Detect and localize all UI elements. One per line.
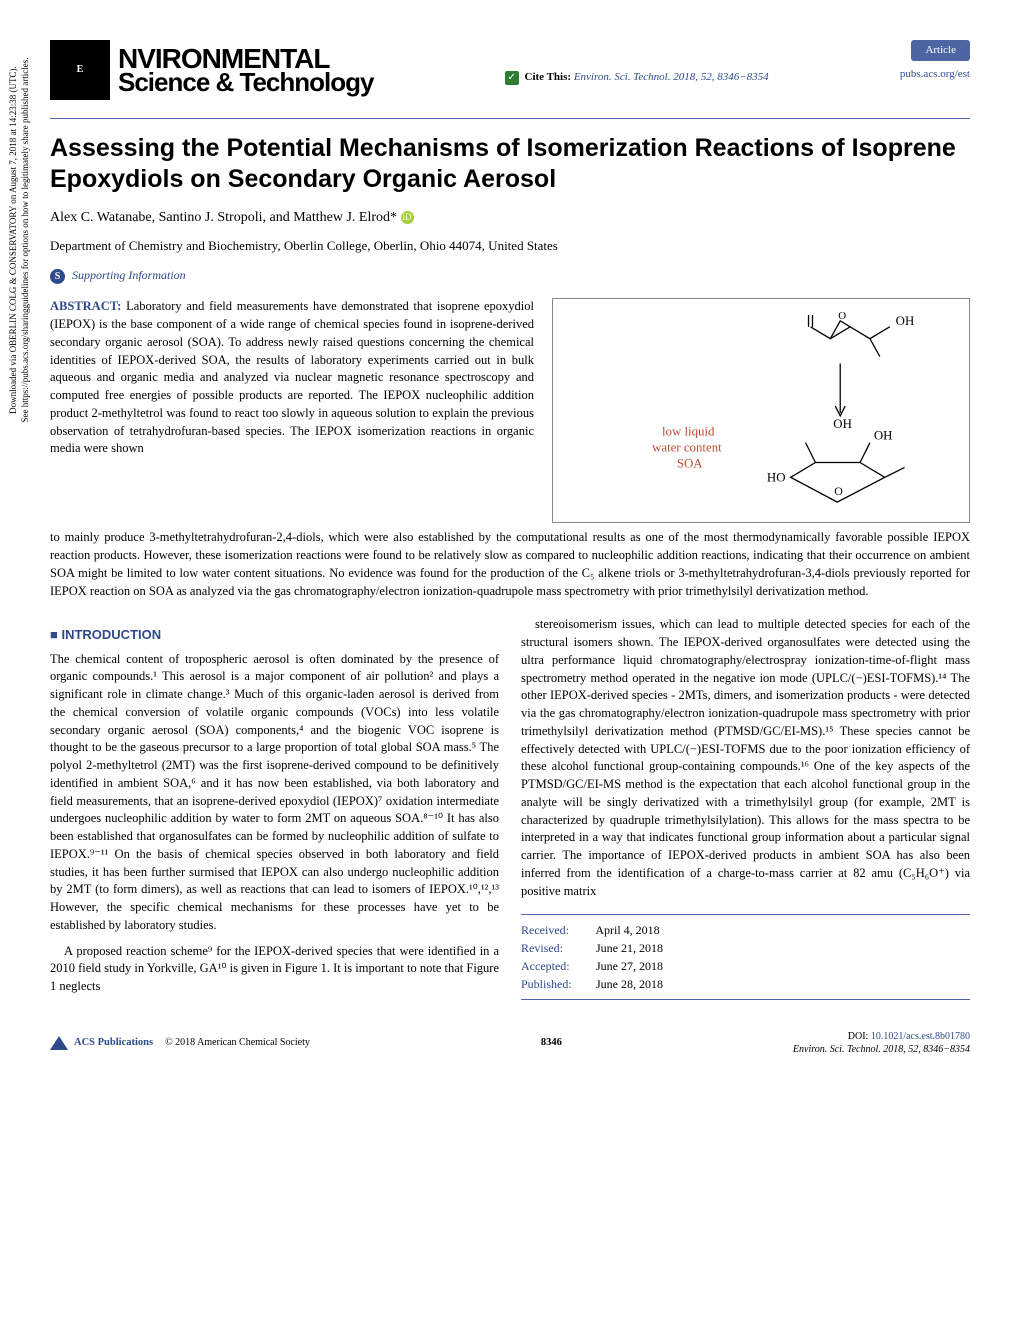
revised-date: June 21, 2018 (596, 941, 663, 955)
abstract-row: ABSTRACT: Laboratory and field measureme… (50, 298, 970, 523)
intro-header: INTRODUCTION (50, 626, 499, 644)
supporting-info-label: Supporting Information (72, 268, 186, 282)
logo-badge-icon: E (50, 40, 110, 100)
header-rule (50, 118, 970, 119)
toc-svg: OH O low liquid water content SOA O HO (563, 309, 959, 512)
abstract-label: ABSTRACT: (50, 299, 121, 313)
ho-label: HO (767, 471, 786, 485)
page-footer: ACS Publications © 2018 American Chemica… (50, 1030, 970, 1056)
pubs-url-link[interactable]: pubs.acs.org/est (900, 68, 970, 80)
footer-doi-block: DOI: 10.1021/acs.est.8b01780 Environ. Sc… (793, 1030, 970, 1056)
authors-text: Alex C. Watanabe, Santino J. Stropoli, a… (50, 210, 397, 225)
accepted-date: June 27, 2018 (596, 959, 663, 973)
orcid-icon[interactable]: iD (401, 211, 414, 224)
journal-logo: E NVIRONMENTAL Science & Technology (50, 40, 373, 100)
footer-citation: Environ. Sci. Technol. 2018, 52, 8346−83… (793, 1044, 970, 1055)
revised-label: Revised: (521, 939, 593, 957)
abstract-text: ABSTRACT: Laboratory and field measureme… (50, 298, 534, 523)
o-ring-label: O (834, 484, 843, 498)
published-label: Published: (521, 975, 593, 993)
download-sidebar: Downloaded via OBERLIN COLG & CONSERVATO… (8, 10, 31, 470)
doi-link[interactable]: 10.1021/acs.est.8b01780 (871, 1031, 970, 1042)
cite-link[interactable]: Environ. Sci. Technol. 2018, 52, 8346−83… (574, 71, 769, 83)
body-p3: stereoisomerism issues, which can lead t… (521, 616, 970, 900)
supporting-s-icon: S (50, 269, 65, 284)
received-date: April 4, 2018 (595, 923, 659, 937)
copyright: © 2018 American Chemical Society (165, 1036, 310, 1050)
page-number-value: 8346 (541, 1037, 562, 1048)
abstract-continuation: to mainly produce 3-methyltetrahydrofura… (50, 529, 970, 600)
acs-publications-logo: ACS Publications © 2018 American Chemica… (50, 1036, 310, 1051)
accepted-label: Accepted: (521, 957, 593, 975)
body-columns: INTRODUCTION The chemical content of tro… (50, 616, 970, 1006)
doi-label: DOI: (848, 1031, 869, 1042)
article-title: Assessing the Potential Mechanisms of Is… (50, 133, 970, 196)
cite-prefix: Cite This: (525, 71, 572, 83)
oh-label-2: OH (874, 429, 893, 443)
annotation-line3: SOA (677, 457, 703, 471)
header-right: Article pubs.acs.org/est (900, 40, 970, 83)
sidebar-line1: Downloaded via OBERLIN COLG & CONSERVATO… (8, 10, 20, 470)
annotation-line1: low liquid (662, 425, 715, 439)
journal-header: E NVIRONMENTAL Science & Technology ✓ Ci… (50, 40, 970, 100)
abstract-part1: Laboratory and field measurements have d… (50, 299, 534, 455)
affiliation: Department of Chemistry and Biochemistry… (50, 237, 970, 255)
author-list: Alex C. Watanabe, Santino J. Stropoli, a… (50, 208, 970, 228)
dates-box: Received: April 4, 2018 Revised: June 21… (521, 908, 970, 1006)
cite-this-block: ✓ Cite This: Environ. Sci. Technol. 2018… (505, 70, 769, 85)
page-number: 8346 (541, 1036, 562, 1051)
acs-pub-text: ACS Publications (74, 1036, 153, 1051)
body-p1: The chemical content of tropospheric aer… (50, 651, 499, 935)
o-label: O (838, 310, 846, 322)
article-type-pill: Article (911, 40, 970, 61)
oh-label: OH (896, 314, 915, 328)
received-label: Received: (521, 921, 593, 939)
oh-label-3: OH (833, 417, 852, 431)
annotation-line2: water content (652, 441, 722, 455)
sidebar-line2: See https://pubs.acs.org/sharingguidelin… (20, 10, 32, 470)
toc-graphic: OH O low liquid water content SOA O HO (552, 298, 970, 523)
check-icon: ✓ (505, 71, 519, 85)
acs-triangle-icon (50, 1036, 68, 1050)
supporting-info-link[interactable]: S Supporting Information (50, 267, 970, 284)
logo-line2: Science & Technology (118, 71, 373, 94)
body-p2: A proposed reaction scheme⁹ for the IEPO… (50, 943, 499, 996)
published-date: June 28, 2018 (596, 977, 663, 991)
